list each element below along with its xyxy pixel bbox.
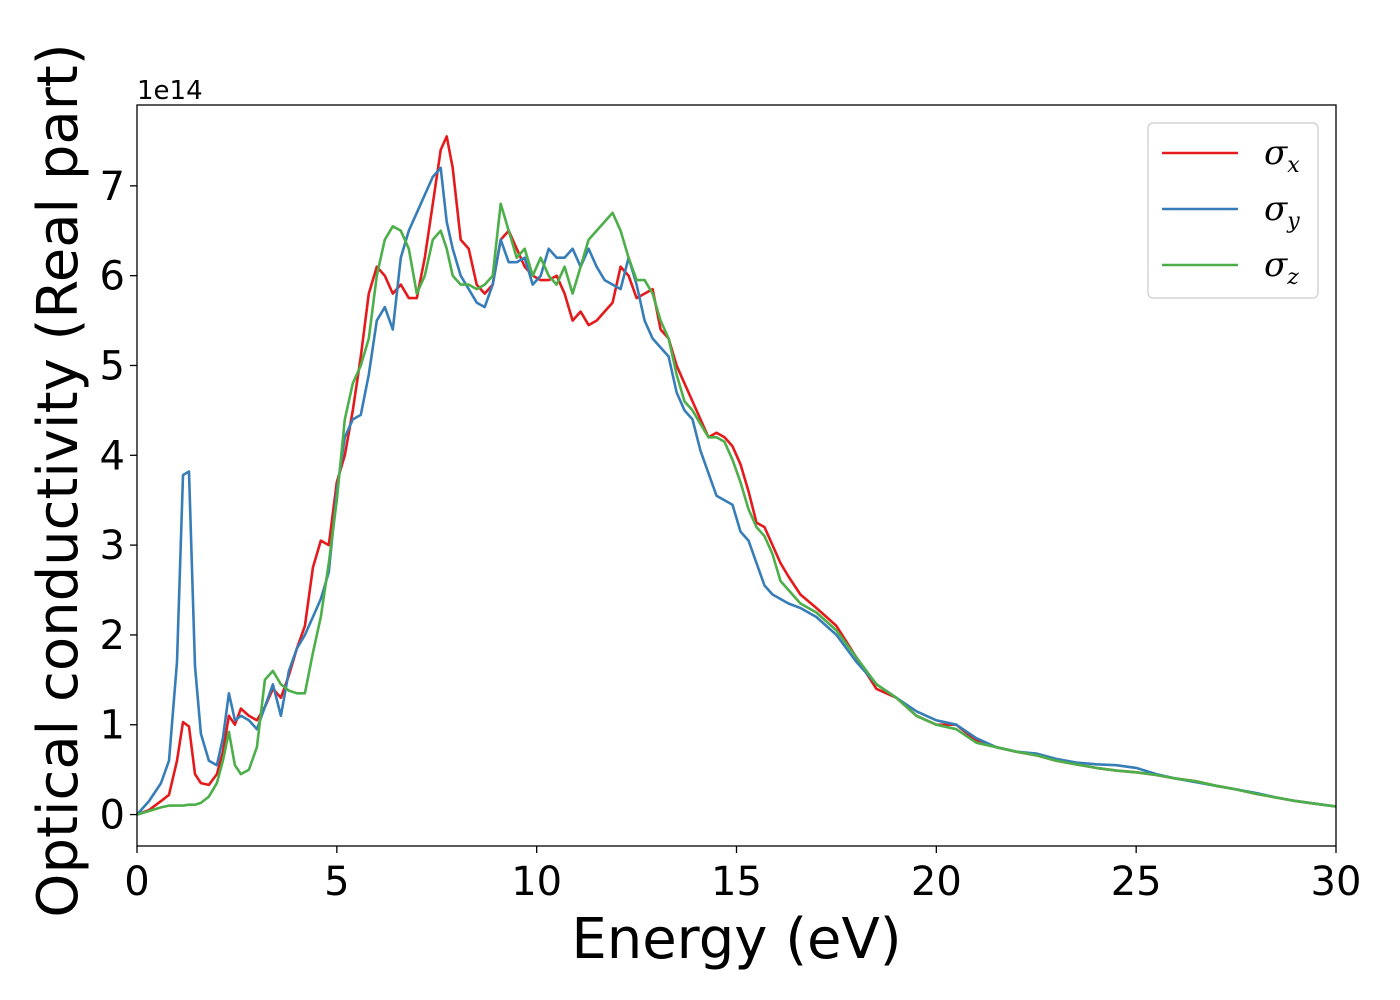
series-layer	[136, 135, 1337, 816]
y-tick-label: 5	[100, 343, 125, 389]
x-tick-label: 20	[911, 859, 962, 905]
x-tick-label: 0	[124, 859, 149, 905]
y-tick-label: 0	[100, 793, 125, 839]
x-tick-label: 10	[511, 859, 562, 905]
tick-layer: 0 5 10 15 20 25 30 0 1 2 3 4 5 6 7	[100, 164, 1362, 905]
x-tick-label: 30	[1311, 859, 1362, 905]
legend-label-z: σz	[1264, 245, 1299, 290]
y-tick-label: 7	[100, 164, 125, 210]
y-axis-label: Optical conductivity (Real part)	[26, 43, 91, 917]
series-line-z	[136, 202, 1337, 816]
y-tick-label: 6	[100, 254, 125, 300]
y-tick-label: 4	[100, 433, 125, 479]
series-line-y	[136, 166, 1337, 816]
legend: σx σy σz	[1147, 122, 1319, 299]
y-offset-text: 1e14	[137, 76, 203, 106]
y-tick-label: 3	[100, 523, 125, 569]
x-tick-label: 25	[1111, 859, 1162, 905]
x-tick-label: 5	[324, 859, 349, 905]
y-tick-label: 1	[100, 703, 125, 749]
legend-label-x: σx	[1264, 133, 1300, 178]
x-tick-label: 15	[711, 859, 762, 905]
legend-box	[1147, 122, 1319, 299]
legend-label-y: σy	[1264, 189, 1300, 234]
y-tick-label: 2	[100, 613, 125, 659]
x-axis-label: Energy (eV)	[571, 907, 901, 972]
